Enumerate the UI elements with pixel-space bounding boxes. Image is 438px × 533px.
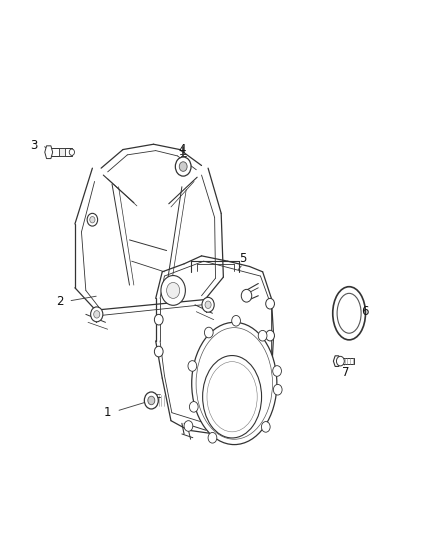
Circle shape	[266, 330, 275, 341]
Circle shape	[154, 346, 163, 357]
Circle shape	[161, 276, 185, 305]
Circle shape	[145, 392, 158, 409]
Ellipse shape	[337, 293, 361, 333]
Ellipse shape	[192, 322, 277, 445]
Circle shape	[266, 298, 275, 309]
Circle shape	[258, 330, 267, 341]
Circle shape	[94, 311, 100, 318]
Circle shape	[184, 421, 193, 431]
Text: 1: 1	[104, 406, 111, 419]
Polygon shape	[333, 356, 340, 367]
Circle shape	[241, 421, 250, 431]
Circle shape	[91, 307, 103, 322]
Circle shape	[205, 327, 213, 338]
Circle shape	[175, 157, 191, 176]
Bar	[340, 358, 354, 365]
Circle shape	[261, 422, 270, 432]
Circle shape	[273, 366, 282, 376]
Circle shape	[179, 162, 187, 171]
Ellipse shape	[207, 362, 257, 432]
Text: 5: 5	[239, 252, 247, 265]
Circle shape	[148, 396, 155, 405]
Text: 3: 3	[30, 139, 37, 152]
Circle shape	[90, 216, 95, 223]
Circle shape	[205, 301, 211, 309]
Bar	[59, 149, 65, 156]
Circle shape	[166, 282, 180, 298]
Polygon shape	[45, 146, 53, 159]
Text: 7: 7	[342, 366, 350, 379]
Circle shape	[336, 357, 344, 366]
Circle shape	[273, 384, 282, 395]
Text: 2: 2	[56, 295, 64, 308]
Text: 4: 4	[178, 143, 186, 156]
Circle shape	[69, 149, 74, 156]
Circle shape	[241, 289, 252, 302]
Bar	[51, 148, 72, 157]
Circle shape	[87, 213, 98, 226]
Ellipse shape	[196, 328, 272, 439]
Circle shape	[232, 316, 240, 326]
Ellipse shape	[333, 287, 365, 340]
Circle shape	[208, 432, 217, 443]
Circle shape	[202, 297, 214, 312]
Circle shape	[189, 401, 198, 412]
Circle shape	[188, 361, 197, 372]
Ellipse shape	[203, 356, 261, 438]
Text: 6: 6	[361, 305, 369, 318]
Circle shape	[154, 314, 163, 325]
